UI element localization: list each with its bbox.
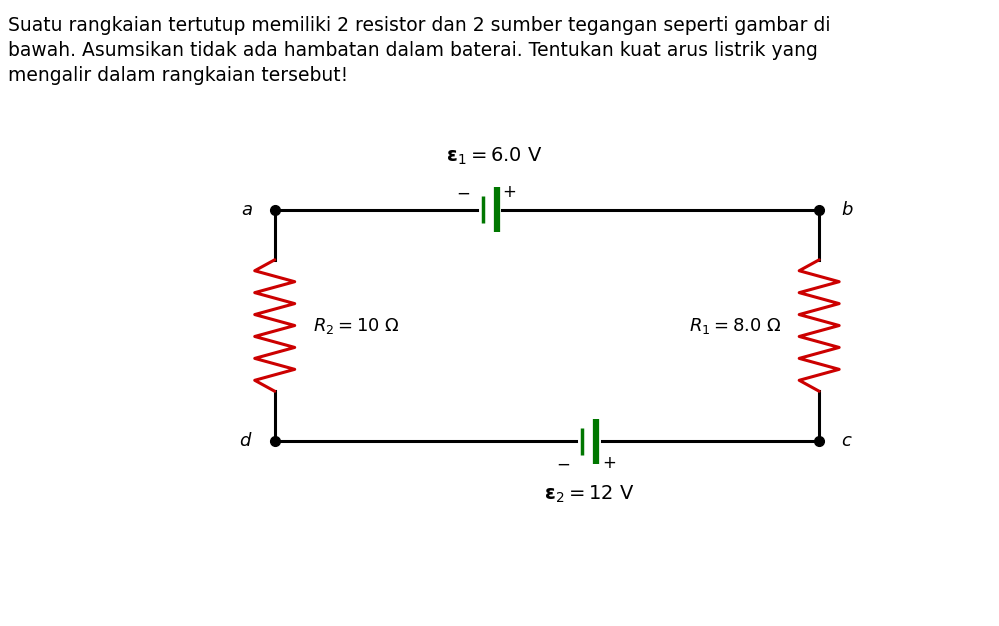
Text: Suatu rangkaian tertutup memiliki 2 resistor dan 2 sumber tegangan seperti gamba: Suatu rangkaian tertutup memiliki 2 resi…	[8, 16, 830, 34]
Text: $-$: $-$	[457, 183, 471, 201]
Text: $\boldsymbol{\varepsilon}_2 = 12$ V: $\boldsymbol{\varepsilon}_2 = 12$ V	[544, 484, 634, 505]
Text: $+$: $+$	[502, 183, 516, 201]
Text: $-$: $-$	[556, 454, 570, 472]
Text: $a$: $a$	[241, 201, 253, 218]
Text: $d$: $d$	[239, 433, 253, 450]
Text: bawah. Asumsikan tidak ada hambatan dalam baterai. Tentukan kuat arus listrik ya: bawah. Asumsikan tidak ada hambatan dala…	[8, 41, 818, 59]
Text: mengalir dalam rangkaian tersebut!: mengalir dalam rangkaian tersebut!	[8, 66, 349, 85]
Text: $R_2 = 10\ \Omega$: $R_2 = 10\ \Omega$	[313, 316, 400, 336]
Text: $b$: $b$	[841, 201, 854, 218]
Text: $R_1 = 8.0\ \Omega$: $R_1 = 8.0\ \Omega$	[688, 316, 781, 336]
Text: $c$: $c$	[841, 433, 853, 450]
Text: $\boldsymbol{\varepsilon}_1 = 6.0$ V: $\boldsymbol{\varepsilon}_1 = 6.0$ V	[447, 146, 542, 167]
Text: $+$: $+$	[602, 454, 616, 472]
